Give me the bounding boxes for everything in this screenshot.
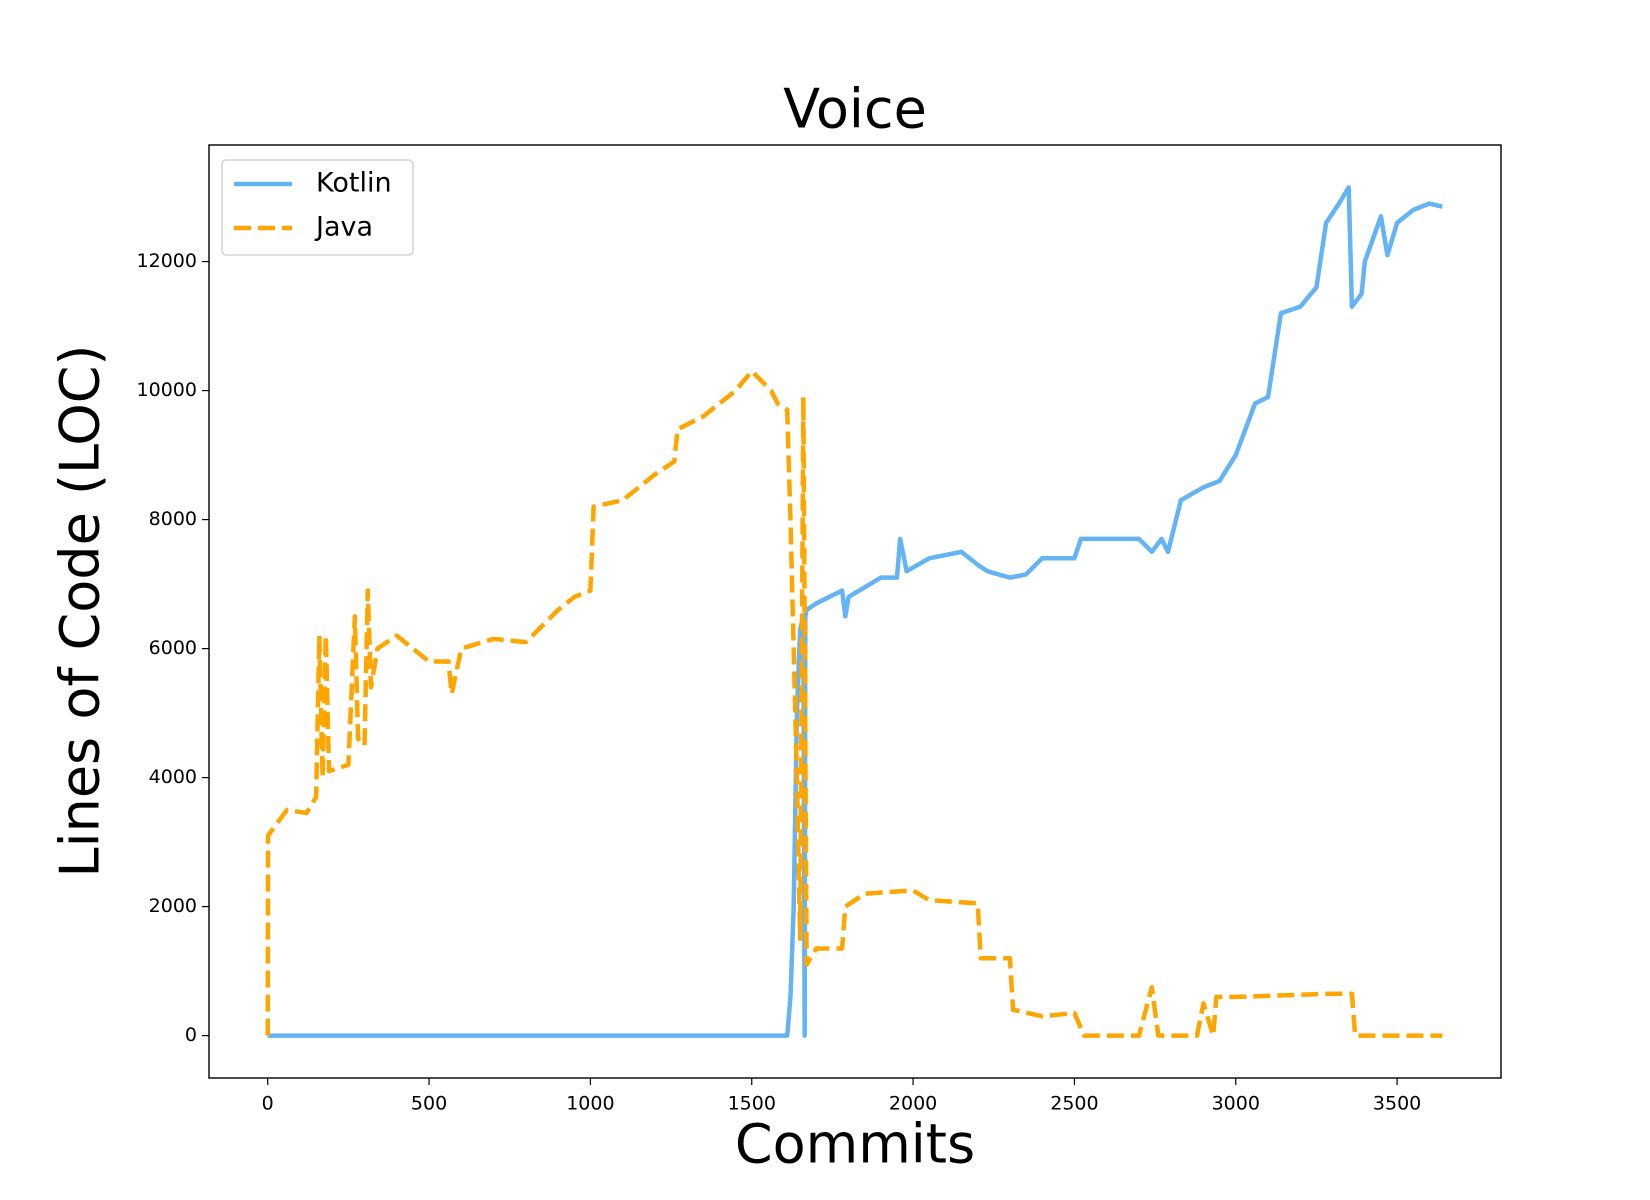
y-axis-label: Lines of Code (LOC) xyxy=(49,345,112,878)
x-tick-label: 2500 xyxy=(1050,1093,1098,1115)
chart-title: Voice xyxy=(783,78,927,141)
y-tick-label: 4000 xyxy=(149,766,197,788)
y-tick-label: 2000 xyxy=(149,895,197,917)
y-tick-label: 0 xyxy=(185,1024,197,1046)
x-tick-label: 3000 xyxy=(1212,1093,1260,1115)
legend: Kotlin Java xyxy=(221,159,414,256)
x-tick-label: 3500 xyxy=(1373,1093,1421,1115)
x-tick-label: 500 xyxy=(411,1093,447,1115)
plot-frame xyxy=(208,144,1502,1079)
series-line xyxy=(265,368,1443,1038)
legend-label: Kotlin xyxy=(316,168,392,199)
x-tick-label: 0 xyxy=(262,1093,274,1115)
y-tick-label: 10000 xyxy=(137,379,197,401)
x-tick-label: 2000 xyxy=(889,1093,937,1115)
x-tick-label: 1000 xyxy=(566,1093,614,1115)
x-tick-label: 1500 xyxy=(728,1093,776,1115)
y-tick-label: 12000 xyxy=(137,250,197,272)
x-axis-label: Commits xyxy=(735,1113,975,1176)
legend-label: Java xyxy=(314,212,373,243)
y-tick-label: 6000 xyxy=(149,637,197,659)
y-tick-label: 8000 xyxy=(149,508,197,530)
